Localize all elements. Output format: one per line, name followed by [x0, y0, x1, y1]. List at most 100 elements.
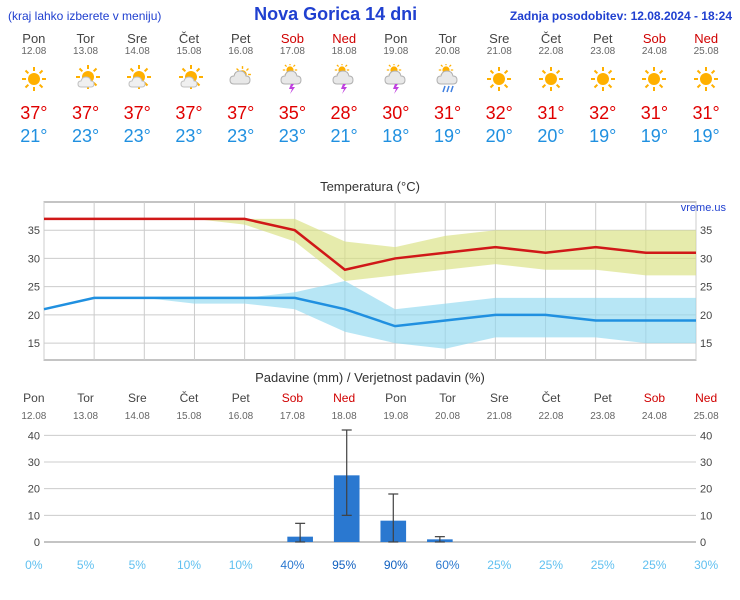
weather-icon: [525, 61, 577, 97]
day-name: Pet: [577, 31, 629, 46]
precip-probability: 95%: [318, 558, 370, 572]
temp-high: 28°: [318, 103, 370, 124]
svg-text:30: 30: [28, 253, 40, 265]
weather-icon: [318, 61, 370, 97]
menu-hint: (kraj lahko izberete v meniju): [8, 9, 161, 23]
precip-day-name: Sob: [267, 391, 319, 405]
temp-chart: 15152020252530303535 vreme.us: [8, 196, 732, 366]
weather-icon: [370, 61, 422, 97]
day-date: 25.08: [680, 46, 732, 57]
day-name: Ned: [680, 31, 732, 46]
precip-day-date: 12.08: [8, 411, 60, 422]
day-date: 16.08: [215, 46, 267, 57]
day-date: 15.08: [163, 46, 215, 57]
temp-high: 31°: [525, 103, 577, 124]
weather-icon: [680, 61, 732, 97]
watermark: vreme.us: [681, 202, 726, 214]
precip-prob-row: 0%5%5%10%10%40%95%90%60%25%25%25%25%30%: [8, 558, 732, 572]
svg-text:40: 40: [28, 430, 40, 442]
temp-low: 19°: [577, 126, 629, 147]
precip-probability: 0%: [8, 558, 60, 572]
svg-text:15: 15: [700, 338, 712, 350]
precip-day-name: Sre: [111, 391, 163, 405]
precip-day-name: Ned: [680, 391, 732, 405]
temp-high: 37°: [163, 103, 215, 124]
precip-day-date: 22.08: [525, 411, 577, 422]
day-date: 20.08: [422, 46, 474, 57]
day-name: Ned: [318, 31, 370, 46]
svg-text:20: 20: [700, 310, 712, 322]
precip-day-names: PonTorSreČetPetSobNedPonTorSreČetPetSobN…: [8, 391, 732, 405]
temp-high: 32°: [577, 103, 629, 124]
svg-text:20: 20: [700, 484, 712, 496]
weather-icon: [577, 61, 629, 97]
weather-icon: [473, 61, 525, 97]
precip-probability: 10%: [215, 558, 267, 572]
day-name: Sre: [473, 31, 525, 46]
svg-text:0: 0: [34, 537, 40, 549]
temp-high: 37°: [8, 103, 60, 124]
day-date: 12.08: [8, 46, 60, 57]
day-date: 19.08: [370, 46, 422, 57]
precip-probability: 60%: [422, 558, 474, 572]
precip-probability: 10%: [163, 558, 215, 572]
day-name: Sre: [111, 31, 163, 46]
svg-text:35: 35: [700, 225, 712, 237]
precip-probability: 30%: [680, 558, 732, 572]
precip-day-date: 18.08: [318, 411, 370, 422]
day-name: Sob: [267, 31, 319, 46]
precip-day-date: 19.08: [370, 411, 422, 422]
precip-day-name: Čet: [525, 391, 577, 405]
precip-day-name: Ned: [318, 391, 370, 405]
precip-probability: 40%: [267, 558, 319, 572]
precip-day-name: Pet: [577, 391, 629, 405]
day-name: Čet: [525, 31, 577, 46]
precip-day-name: Sob: [629, 391, 681, 405]
page-title: Nova Gorica 14 dni: [254, 4, 417, 25]
precip-day-name: Pet: [215, 391, 267, 405]
temp-low: 20°: [473, 126, 525, 147]
day-date: 21.08: [473, 46, 525, 57]
weather-icon: [422, 61, 474, 97]
temp-chart-title: Temperatura (°C): [8, 179, 732, 194]
temp-low: 19°: [422, 126, 474, 147]
weather-icon: [111, 61, 163, 97]
day-date: 24.08: [629, 46, 681, 57]
weather-icon: [8, 61, 60, 97]
precip-probability: 25%: [525, 558, 577, 572]
day-icons-row: [8, 61, 732, 97]
day-name: Tor: [60, 31, 112, 46]
day-lo-row: 21°23°23°23°23°23°21°18°19°20°20°19°19°1…: [8, 124, 732, 147]
day-hi-row: 37°37°37°37°37°35°28°30°31°32°31°32°31°3…: [8, 97, 732, 124]
precip-probability: 5%: [60, 558, 112, 572]
temp-low: 23°: [111, 126, 163, 147]
temp-high: 31°: [422, 103, 474, 124]
day-name: Sob: [629, 31, 681, 46]
svg-text:20: 20: [28, 484, 40, 496]
day-date: 22.08: [525, 46, 577, 57]
day-name: Čet: [163, 31, 215, 46]
temp-low: 23°: [60, 126, 112, 147]
temp-high: 31°: [680, 103, 732, 124]
weather-icon: [215, 61, 267, 97]
svg-text:15: 15: [28, 338, 40, 350]
weather-icon: [629, 61, 681, 97]
temp-high: 32°: [473, 103, 525, 124]
temp-low: 18°: [370, 126, 422, 147]
day-name: Pon: [8, 31, 60, 46]
day-date: 13.08: [60, 46, 112, 57]
precip-probability: 5%: [111, 558, 163, 572]
precip-day-name: Pon: [8, 391, 60, 405]
svg-text:30: 30: [28, 457, 40, 469]
precip-probability: 90%: [370, 558, 422, 572]
precip-day-name: Sre: [473, 391, 525, 405]
temp-high: 30°: [370, 103, 422, 124]
svg-text:0: 0: [700, 537, 706, 549]
temp-high: 37°: [111, 103, 163, 124]
svg-text:25: 25: [700, 282, 712, 294]
precip-chart: 001010202030304040: [8, 426, 732, 556]
day-name: Pet: [215, 31, 267, 46]
day-date: 14.08: [111, 46, 163, 57]
precip-day-date: 24.08: [629, 411, 681, 422]
svg-text:10: 10: [28, 510, 40, 522]
